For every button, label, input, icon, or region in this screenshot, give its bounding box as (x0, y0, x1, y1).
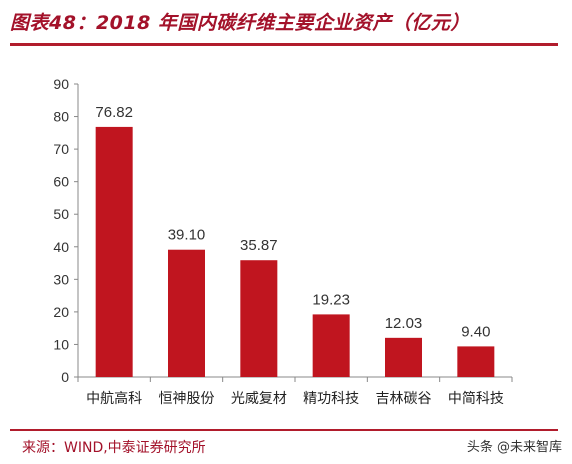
y-tick-label: 90 (53, 76, 69, 92)
title-divider (10, 43, 558, 46)
y-tick-label: 40 (53, 239, 69, 255)
x-tick-label: 中简科技 (448, 390, 504, 407)
bar (168, 249, 205, 377)
y-tick-label: 60 (53, 174, 69, 190)
y-tick-label: 70 (53, 141, 69, 157)
bar (240, 260, 278, 377)
data-label: 35.87 (240, 237, 278, 254)
data-label: 76.82 (95, 104, 133, 121)
watermark: 头条 @未来智库 (466, 440, 562, 455)
bar (457, 346, 495, 377)
footer-divider (10, 429, 558, 431)
x-tick-label: 吉林碳谷 (376, 391, 432, 407)
x-tick-label: 精功科技 (303, 391, 359, 407)
y-tick-label: 0 (61, 369, 69, 385)
y-tick-label: 10 (53, 336, 69, 352)
x-tick-label: 光威复材 (231, 390, 287, 407)
chart-title: 图表48：2018 年国内碳纤维主要企业资产（亿元） (10, 12, 470, 34)
y-tick-label: 80 (53, 109, 69, 125)
bar (312, 314, 350, 377)
bar (95, 126, 133, 377)
y-tick-label: 30 (53, 271, 69, 287)
x-tick-label: 中航高科 (86, 390, 142, 407)
y-tick-label: 50 (53, 206, 69, 222)
data-label: 12.03 (385, 315, 423, 332)
bar (385, 337, 422, 377)
data-label: 9.40 (461, 323, 490, 340)
data-label: 39.10 (168, 227, 206, 244)
x-tick-label: 恒神股份 (159, 391, 215, 407)
y-tick-label: 20 (53, 304, 69, 320)
source-note: 来源：WIND,中泰证券研究所 (22, 440, 206, 456)
data-label: 19.23 (312, 291, 350, 308)
